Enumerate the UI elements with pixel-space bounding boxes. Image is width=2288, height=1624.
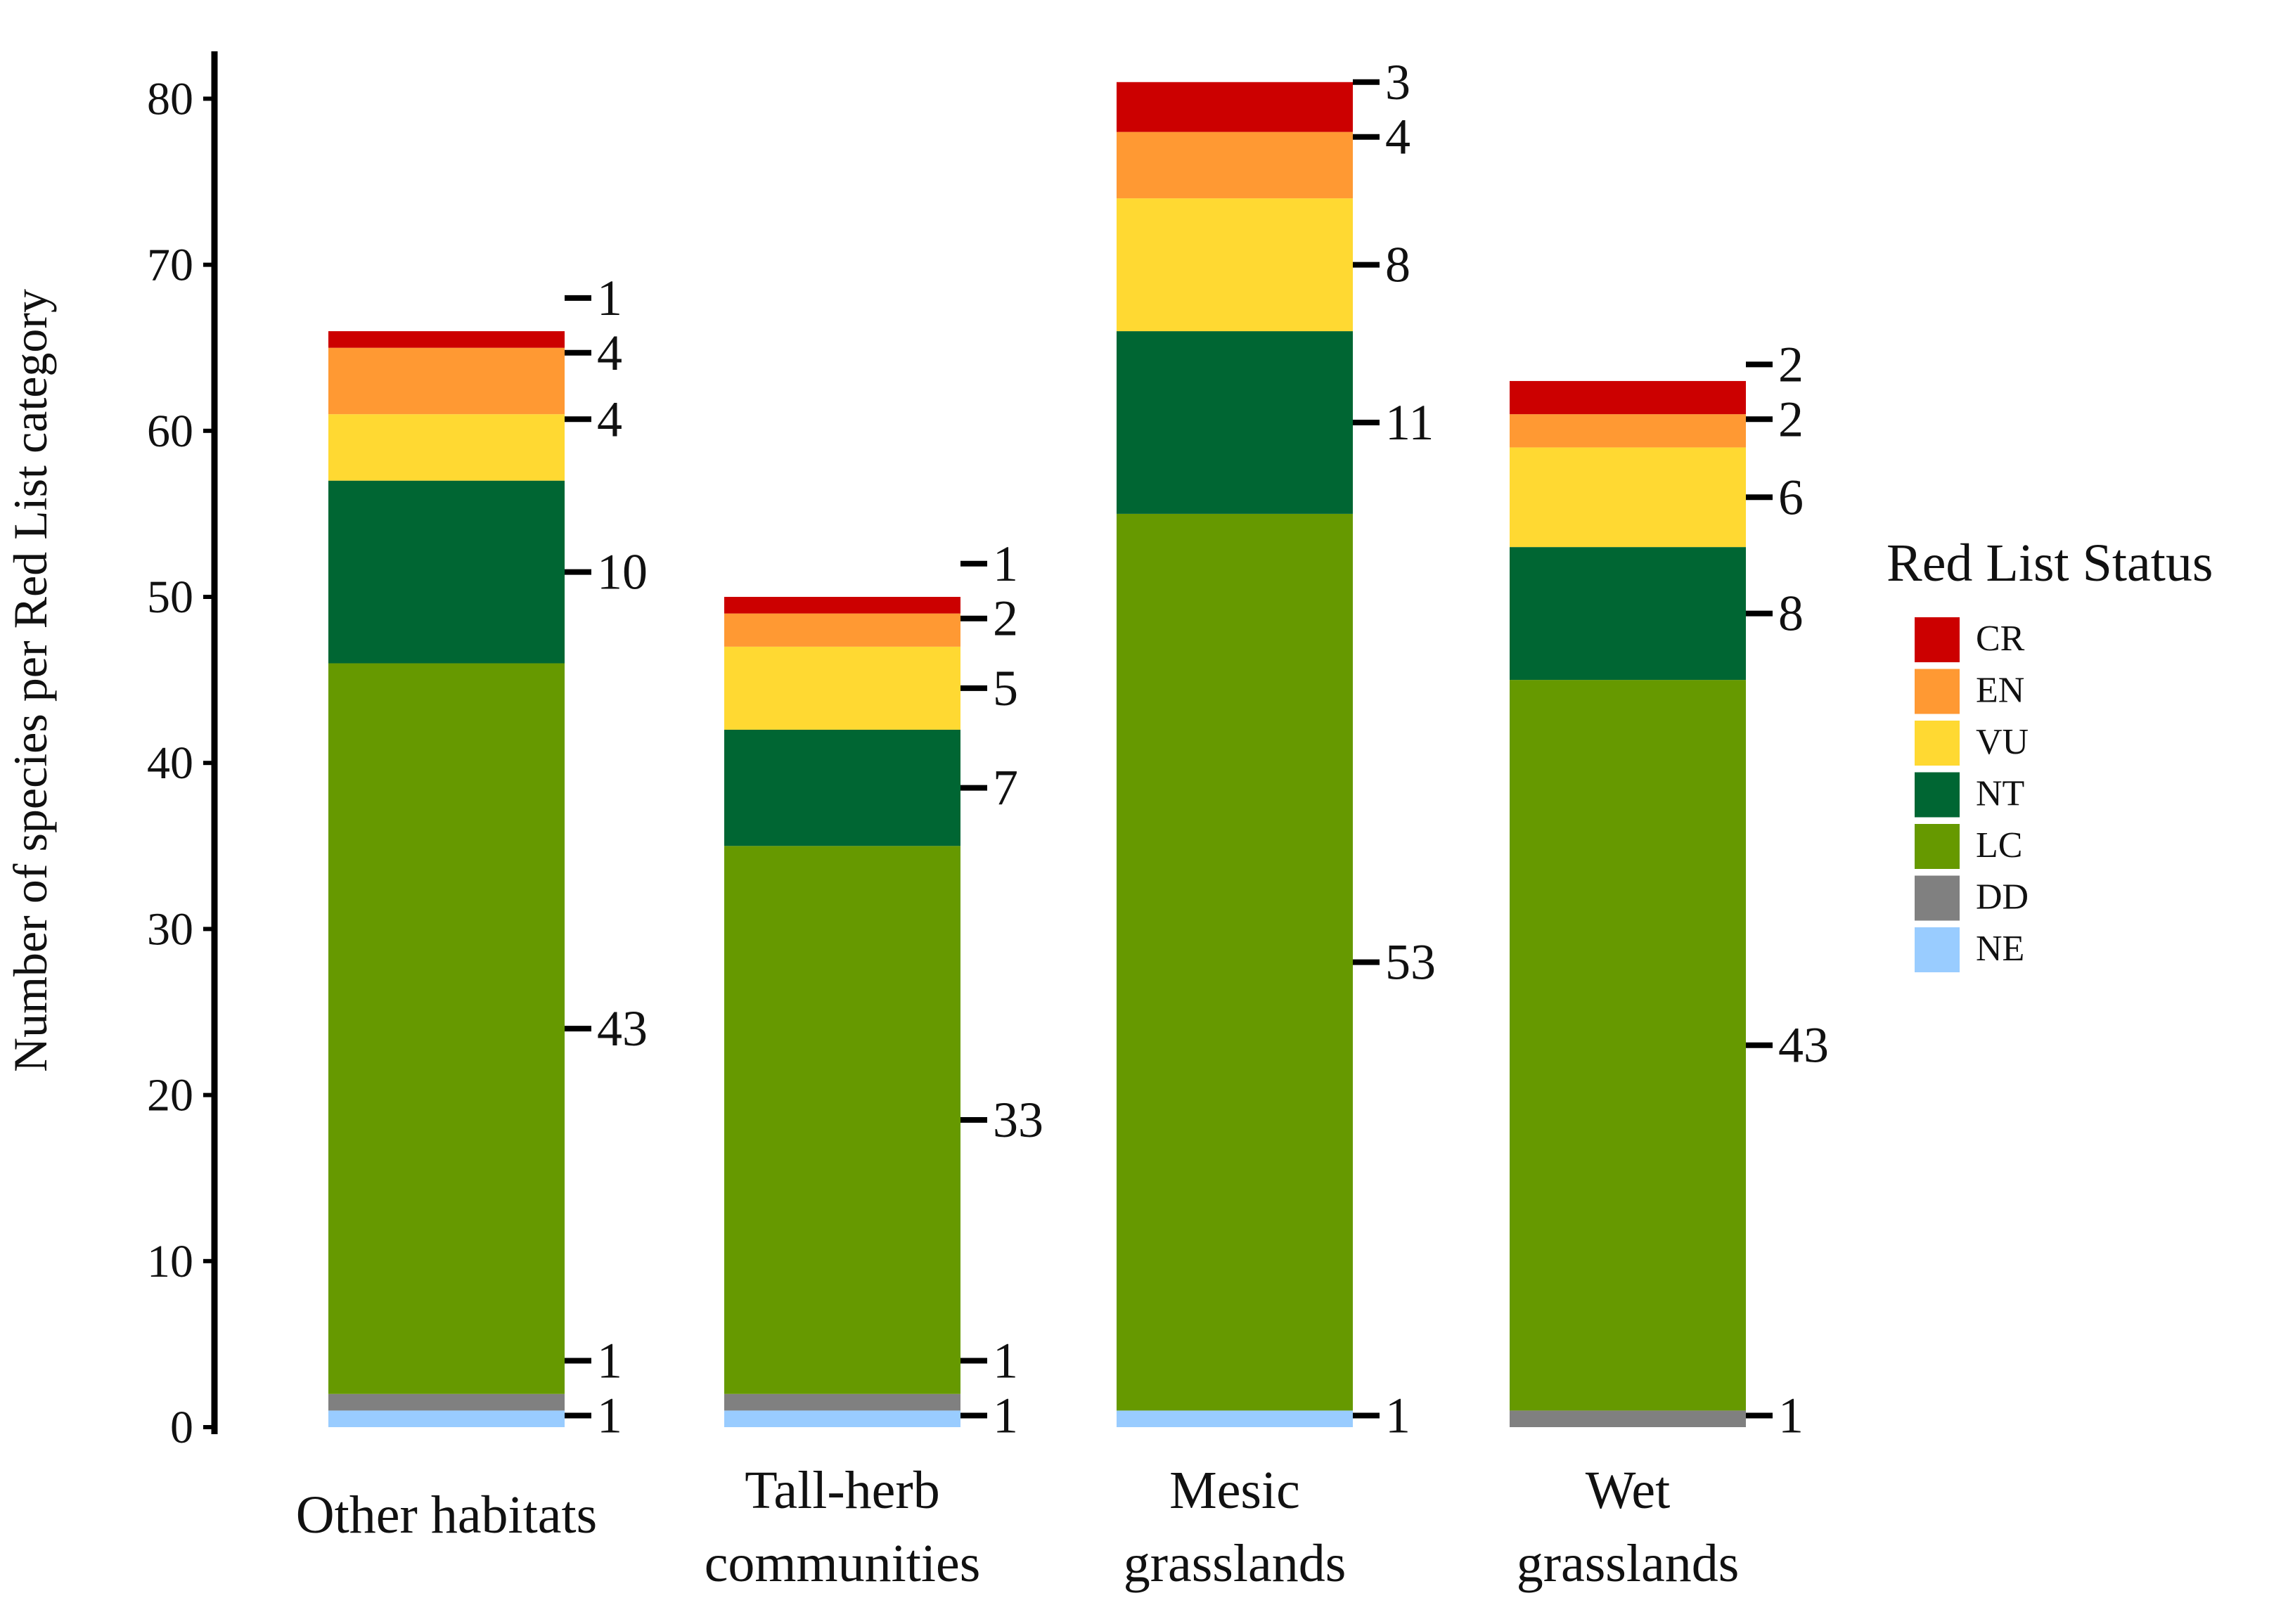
- legend-label: DD: [1976, 877, 2029, 917]
- bar-segment-en: [1510, 414, 1746, 448]
- category-label: Wet grasslands: [1517, 1461, 1740, 1593]
- legend-swatch-dd: [1915, 875, 1960, 921]
- data-label: 33: [993, 1092, 1043, 1148]
- category-label: Mesic grasslands: [1124, 1461, 1347, 1593]
- data-label: 1: [1385, 1387, 1410, 1443]
- data-label: 2: [1778, 391, 1804, 447]
- data-label: 7: [993, 760, 1018, 816]
- data-label: 1: [993, 1387, 1018, 1443]
- y-axis: 0 10 20 30 40 50 60 70 80: [147, 51, 218, 1453]
- y-tick-label: 60: [147, 406, 193, 457]
- data-label: 1: [597, 1333, 622, 1389]
- bar-segment-ne: [724, 1410, 960, 1427]
- y-tick-label: 50: [147, 572, 193, 623]
- y-tick-label: 30: [147, 903, 193, 955]
- bar-segment-nt: [724, 729, 960, 846]
- legend-swatch-nt: [1915, 772, 1960, 818]
- data-label: 43: [1778, 1017, 1829, 1074]
- bar-segment-dd: [328, 1393, 565, 1411]
- bar-segment-en: [328, 347, 565, 415]
- category-label-line: grasslands: [1124, 1534, 1347, 1593]
- bar-segment-cr: [724, 597, 960, 614]
- data-label: 1: [1778, 1387, 1804, 1443]
- category-labels-layer: Other habitats Tall-herb communities Mesic g…: [296, 1461, 1740, 1593]
- category-label-line: Tall-herb: [745, 1461, 939, 1520]
- category-label: Tall-herb communities: [705, 1461, 981, 1593]
- legend-swatch-lc: [1915, 824, 1960, 869]
- data-label: 5: [993, 660, 1018, 716]
- bar-segment-nt: [1117, 331, 1353, 514]
- bar-segment-cr: [1510, 380, 1746, 415]
- category-label-line: communities: [705, 1534, 981, 1593]
- legend-swatch-en: [1915, 669, 1960, 714]
- legend-label: NT: [1976, 774, 2024, 814]
- bar-segment-lc: [724, 846, 960, 1394]
- bar-segment-vu: [724, 646, 960, 730]
- data-label: 1: [993, 536, 1018, 592]
- legend-swatch-vu: [1915, 721, 1960, 766]
- legend-label: LC: [1976, 825, 2022, 865]
- bar-segment-en: [724, 613, 960, 647]
- bars-layer: [328, 82, 1746, 1427]
- bar-segment-nt: [1510, 547, 1746, 681]
- data-label: 6: [1778, 469, 1804, 525]
- data-label: 4: [597, 325, 622, 381]
- bar-segment-ne: [1117, 1410, 1353, 1427]
- bar-segment-lc: [1117, 513, 1353, 1411]
- bar-segment-nt: [328, 480, 565, 664]
- category-label-line: Mesic: [1169, 1461, 1300, 1520]
- legend-label: CR: [1976, 619, 2025, 659]
- bar-segment-vu: [328, 414, 565, 481]
- bar-segment-lc: [1510, 680, 1746, 1411]
- data-label: 53: [1385, 934, 1436, 991]
- data-label: 8: [1385, 237, 1410, 293]
- data-label: 3: [1385, 54, 1410, 110]
- bar-segment-ne: [328, 1410, 565, 1427]
- data-label: 1: [993, 1333, 1018, 1389]
- y-tick-label: 10: [147, 1236, 193, 1287]
- bar-segment-en: [1117, 131, 1353, 199]
- legend-swatch-ne: [1915, 927, 1960, 972]
- bar-segment-cr: [1117, 82, 1353, 132]
- data-label: 2: [1778, 336, 1804, 392]
- bar-segment-vu: [1117, 198, 1353, 332]
- category-label-line: Other habitats: [296, 1486, 597, 1545]
- category-label-line: grasslands: [1517, 1534, 1740, 1593]
- legend-label: VU: [1976, 722, 2029, 762]
- data-label: 8: [1778, 586, 1804, 642]
- bar-segment-dd: [1510, 1410, 1746, 1427]
- legend-label: NE: [1976, 929, 2024, 969]
- bar-segment-cr: [328, 331, 565, 348]
- y-tick-label: 70: [147, 240, 193, 291]
- legend-label: EN: [1976, 671, 2024, 711]
- y-tick-label: 20: [147, 1070, 193, 1121]
- data-label: 2: [993, 591, 1018, 647]
- y-tick-label: 0: [170, 1402, 193, 1453]
- data-label: 10: [597, 544, 648, 600]
- legend-title: Red List Status: [1887, 534, 2213, 593]
- legend-swatch-cr: [1915, 617, 1960, 662]
- y-tick-label: 80: [147, 73, 193, 124]
- bar-segment-lc: [328, 663, 565, 1394]
- y-axis-title: Number of species per Red List category: [4, 289, 57, 1072]
- category-label: Other habitats: [296, 1486, 597, 1545]
- data-label: 1: [597, 1387, 622, 1443]
- bar-segment-vu: [1510, 447, 1746, 548]
- legend: Red List Status CR EN VU NT LC DD NE: [1887, 534, 2213, 972]
- y-tick-label: 40: [147, 737, 193, 789]
- data-label: 11: [1385, 394, 1434, 451]
- data-label: 4: [1385, 109, 1410, 165]
- category-label-line: Wet: [1586, 1461, 1671, 1520]
- data-label: 43: [597, 1000, 648, 1057]
- data-label: 1: [597, 270, 622, 326]
- bar-segment-dd: [724, 1393, 960, 1411]
- data-label: 4: [597, 391, 622, 447]
